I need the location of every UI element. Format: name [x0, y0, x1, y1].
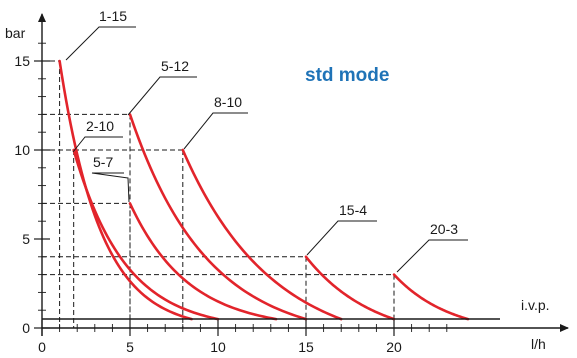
- series-label-2-10: 2-10: [86, 118, 114, 134]
- leader-1-15: [65, 26, 136, 61]
- leader-5-7: [91, 172, 130, 203]
- series-label-20-3: 20-3: [430, 221, 458, 237]
- axes: [38, 13, 569, 336]
- series-label-1-15: 1-15: [99, 8, 127, 24]
- leader-2-10: [72, 136, 123, 153]
- chart-title: std mode: [305, 65, 389, 86]
- curve-8-10: [181, 148, 343, 321]
- series-label-5-12: 5-12: [161, 58, 189, 74]
- ticks: 0 5 10 15 20 0 5 10 15: [14, 42, 448, 355]
- curve-1-15: [58, 59, 193, 321]
- leader-15-4: [306, 220, 377, 256]
- guide-lines: [42, 60, 395, 328]
- curve-15-4: [304, 255, 396, 321]
- leader-5-12: [127, 76, 197, 116]
- y-tick-label-10: 10: [14, 142, 30, 158]
- series-label-5-7: 5-7: [93, 154, 113, 170]
- x-tick-label-5: 5: [126, 339, 134, 355]
- series-label-15-4: 15-4: [339, 202, 367, 218]
- series-curves: [58, 59, 470, 321]
- y-tick-label-0: 0: [22, 320, 30, 336]
- x-tick-label-10: 10: [210, 339, 226, 355]
- series-label-leaders: [65, 26, 468, 273]
- y-axis-label: bar: [5, 25, 26, 41]
- curve-5-12: [128, 113, 308, 321]
- curve-20-3: [392, 273, 470, 321]
- ivp-label: i.v.p.: [521, 297, 550, 313]
- curve-2-10: [72, 148, 220, 321]
- curve-5-7: [128, 202, 278, 321]
- x-tick-label-0: 0: [38, 339, 46, 355]
- y-tick-label-5: 5: [22, 231, 30, 247]
- leader-20-3: [396, 239, 468, 273]
- x-axis-label: l/h: [531, 336, 546, 352]
- leader-8-10: [183, 112, 248, 150]
- y-tick-label-15: 15: [14, 53, 30, 69]
- x-tick-label-20: 20: [386, 339, 402, 355]
- series-label-8-10: 8-10: [214, 94, 242, 110]
- x-tick-label-15: 15: [298, 339, 314, 355]
